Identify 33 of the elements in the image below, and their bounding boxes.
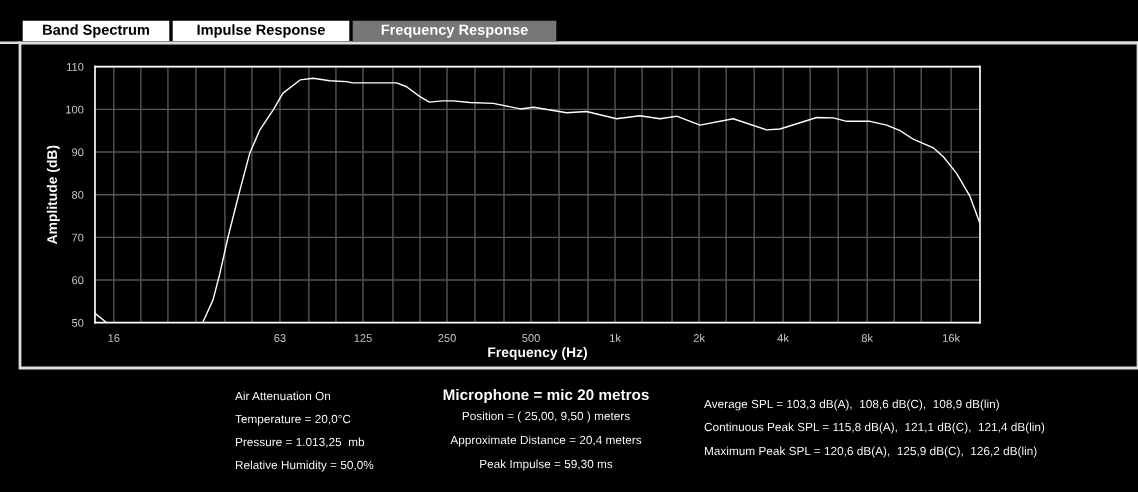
text: Impulse Response <box>197 24 325 38</box>
text: Band Spectrum <box>43 24 149 38</box>
x-tick-label: 125 <box>354 334 372 342</box>
y-axis-title: Amplitude (dB) <box>46 145 60 245</box>
y-tick-label: 60 <box>72 276 84 285</box>
x-tick-label: 16k <box>943 333 961 342</box>
y-tick-label: 50 <box>71 318 84 327</box>
text: Average SPL = 103,3 dB(A), 108,6 dB(C), 108,9 dB(lin) <box>704 399 999 411</box>
x-tick-label: 2k <box>693 333 705 342</box>
y-tick-label: 70 <box>72 233 84 242</box>
y-tick-label: 90 <box>72 148 84 157</box>
x-tick-label: 16 <box>108 334 120 342</box>
x-tick-label: 8k <box>861 333 874 342</box>
x-tick-label: 1k <box>610 333 621 342</box>
text: Maximum Peak SPL = 120,6 dB(A), 125,9 dB(C), 126,2 dB(lin) <box>704 446 1037 458</box>
x-tick-label: 250 <box>438 334 456 342</box>
x-axis-title: Frequency (Hz) <box>488 346 587 360</box>
text: Pressure = 1.013,25 mb <box>235 437 365 448</box>
text: Peak Impulse = 59,30 ms <box>480 459 613 471</box>
text: Continuous Peak SPL = 115,8 dB(A), 121,1 dB(C), 121,4 dB(lin) <box>704 422 1045 434</box>
text: Position = ( 25,00, 9,50 ) meters <box>462 411 630 423</box>
y-tick-label: 100 <box>66 105 84 114</box>
text: Relative Humidity = 50,0% <box>235 460 374 472</box>
text: Approximate Distance = 20,4 meters <box>450 435 642 447</box>
x-tick-label: 63 <box>274 334 286 342</box>
text: Temperature = 20,0°C <box>235 414 351 426</box>
y-tick-label: 80 <box>72 190 84 199</box>
text: Microphone = mic 20 metros <box>443 388 649 404</box>
x-tick-label: 500 <box>522 334 540 342</box>
text: Frequency Response <box>381 24 528 38</box>
text: Air Attenuation On <box>235 391 331 401</box>
y-tick-label: 110 <box>67 62 84 71</box>
x-tick-label: 4k <box>777 333 789 342</box>
